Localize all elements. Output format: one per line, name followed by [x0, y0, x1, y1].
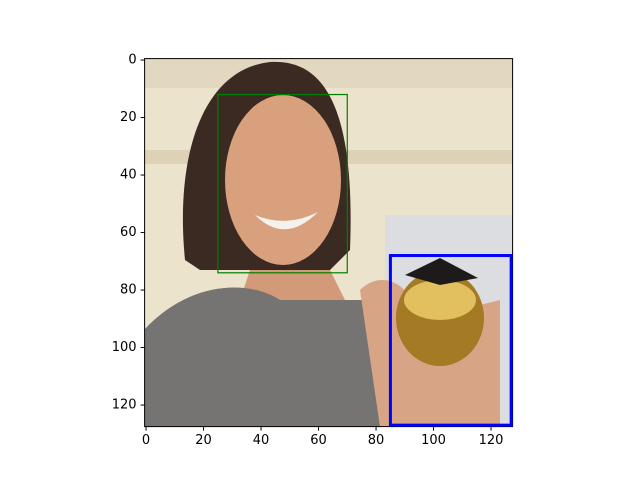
y-tick-label: 20	[120, 110, 137, 125]
plot-layer: 0 20 40 60 80 100 120 0 20 40 60 80 100 120	[112, 53, 513, 448]
bounding-box	[217, 93, 348, 274]
y-tick-label: 0	[128, 53, 136, 68]
x-tick-label: 20	[195, 433, 212, 448]
y-tick-label: 40	[120, 168, 137, 183]
y-tick-label: 80	[120, 283, 137, 298]
y-tick-label: 120	[112, 398, 137, 413]
bounding-box	[388, 254, 513, 427]
x-tick-label: 0	[142, 433, 150, 448]
photo	[144, 58, 513, 427]
x-tick-label: 120	[479, 433, 504, 448]
x-tick-label: 60	[310, 433, 327, 448]
y-tick-label: 100	[112, 340, 137, 355]
x-tick-label: 100	[421, 433, 446, 448]
x-tick-label: 40	[253, 433, 270, 448]
x-tick-label: 80	[368, 433, 385, 448]
y-tick-label: 60	[120, 225, 137, 240]
axes-frame	[144, 58, 514, 428]
